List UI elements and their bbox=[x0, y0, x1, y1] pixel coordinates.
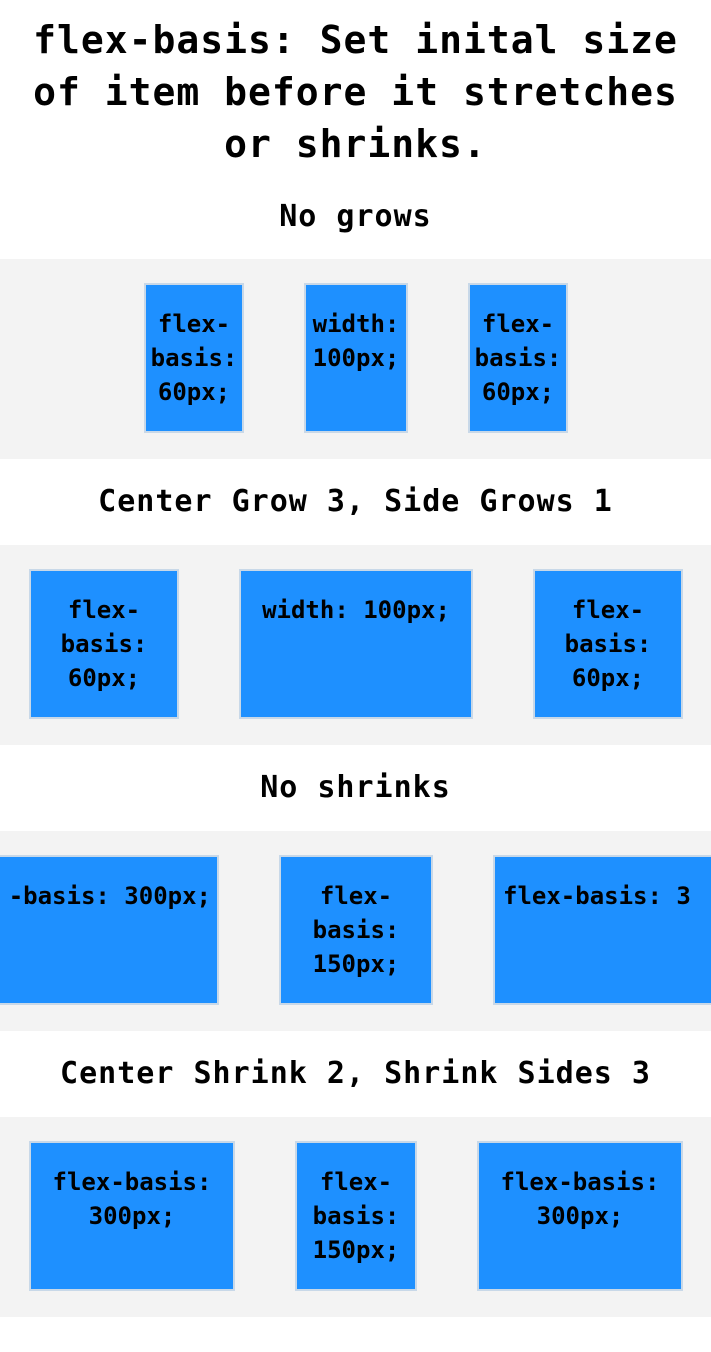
flex-container-no-grows: flex- basis: 60px; width: 100px; flex- b… bbox=[0, 259, 711, 459]
flex-container-center-shrink: flex-basis: 300px; flex- basis: 150px; f… bbox=[0, 1117, 711, 1317]
flex-item-text: 100px; bbox=[312, 344, 400, 372]
flex-item-text: flex- bbox=[319, 1168, 393, 1196]
flex-item-right: flex- basis: 60px; bbox=[533, 569, 683, 719]
section-heading-no-grows: No grows bbox=[279, 199, 432, 234]
flex-item-text: basis: bbox=[150, 344, 238, 372]
flex-container-no-shrinks: -basis: 300px; flex- basis: 150px; flex-… bbox=[0, 831, 711, 1031]
flex-item-text: basis: bbox=[60, 630, 148, 658]
flex-item-left: flex- basis: 60px; bbox=[29, 569, 179, 719]
flex-item-text: flex- bbox=[319, 882, 393, 910]
page-title: flex-basis: Set inital size of item befo… bbox=[0, 14, 711, 170]
flex-item-text: 150px; bbox=[312, 950, 400, 978]
flex-item-text: 300px; bbox=[88, 1202, 176, 1230]
flex-item-text: flex- bbox=[481, 310, 555, 338]
flex-item-text: flex-basis: bbox=[500, 1168, 660, 1196]
flex-item-right: flex- basis: 60px; bbox=[468, 283, 568, 433]
flex-item-text: basis: bbox=[312, 1202, 400, 1230]
flex-container-center-grow: flex- basis: 60px; width: 100px; flex- b… bbox=[0, 545, 711, 745]
section-heading-center-grow: Center Grow 3, Side Grows 1 bbox=[98, 484, 613, 519]
flex-item-text: 60px; bbox=[571, 664, 645, 692]
flex-item-center: width: 100px; bbox=[239, 569, 473, 719]
flex-item-text: 60px; bbox=[481, 378, 555, 406]
flex-item-text: flex- bbox=[67, 596, 141, 624]
flex-item-text: width: 100px; bbox=[262, 596, 450, 624]
flex-item-center: flex- basis: 150px; bbox=[295, 1141, 417, 1291]
flex-item-text: 150px; bbox=[312, 1236, 400, 1264]
flex-item-text: basis: bbox=[312, 916, 400, 944]
flex-item-left: -basis: 300px; bbox=[0, 855, 219, 1005]
flex-item-text: width: bbox=[312, 310, 400, 338]
flex-item-text: flex- bbox=[571, 596, 645, 624]
flex-item-text: 60px; bbox=[67, 664, 141, 692]
flex-item-text: -basis: 300px; bbox=[8, 882, 211, 910]
flex-item-text: flex- bbox=[157, 310, 231, 338]
page-title-line-2: of item before it stretches bbox=[33, 70, 678, 114]
flex-item-text: flex-basis: bbox=[52, 1168, 212, 1196]
flex-item-center: flex- basis: 150px; bbox=[279, 855, 433, 1005]
flex-item-center: width: 100px; bbox=[304, 283, 408, 433]
section-heading-no-shrinks: No shrinks bbox=[260, 770, 451, 805]
flex-item-left: flex- basis: 60px; bbox=[144, 283, 244, 433]
flex-item-text: basis: bbox=[474, 344, 562, 372]
flex-item-right: flex-basis: 300px; bbox=[477, 1141, 683, 1291]
page-title-line-3: or shrinks. bbox=[224, 122, 487, 166]
flex-item-text: basis: bbox=[564, 630, 652, 658]
flex-item-right: flex-basis: 3 bbox=[493, 855, 711, 1005]
section-heading-center-shrink: Center Shrink 2, Shrink Sides 3 bbox=[60, 1056, 651, 1091]
flex-item-text: 60px; bbox=[157, 378, 231, 406]
flex-item-left: flex-basis: 300px; bbox=[29, 1141, 235, 1291]
flex-item-text: flex-basis: 3 bbox=[503, 882, 691, 910]
page-title-line-1: flex-basis: Set inital size bbox=[33, 18, 678, 62]
flex-item-text: 300px; bbox=[536, 1202, 624, 1230]
